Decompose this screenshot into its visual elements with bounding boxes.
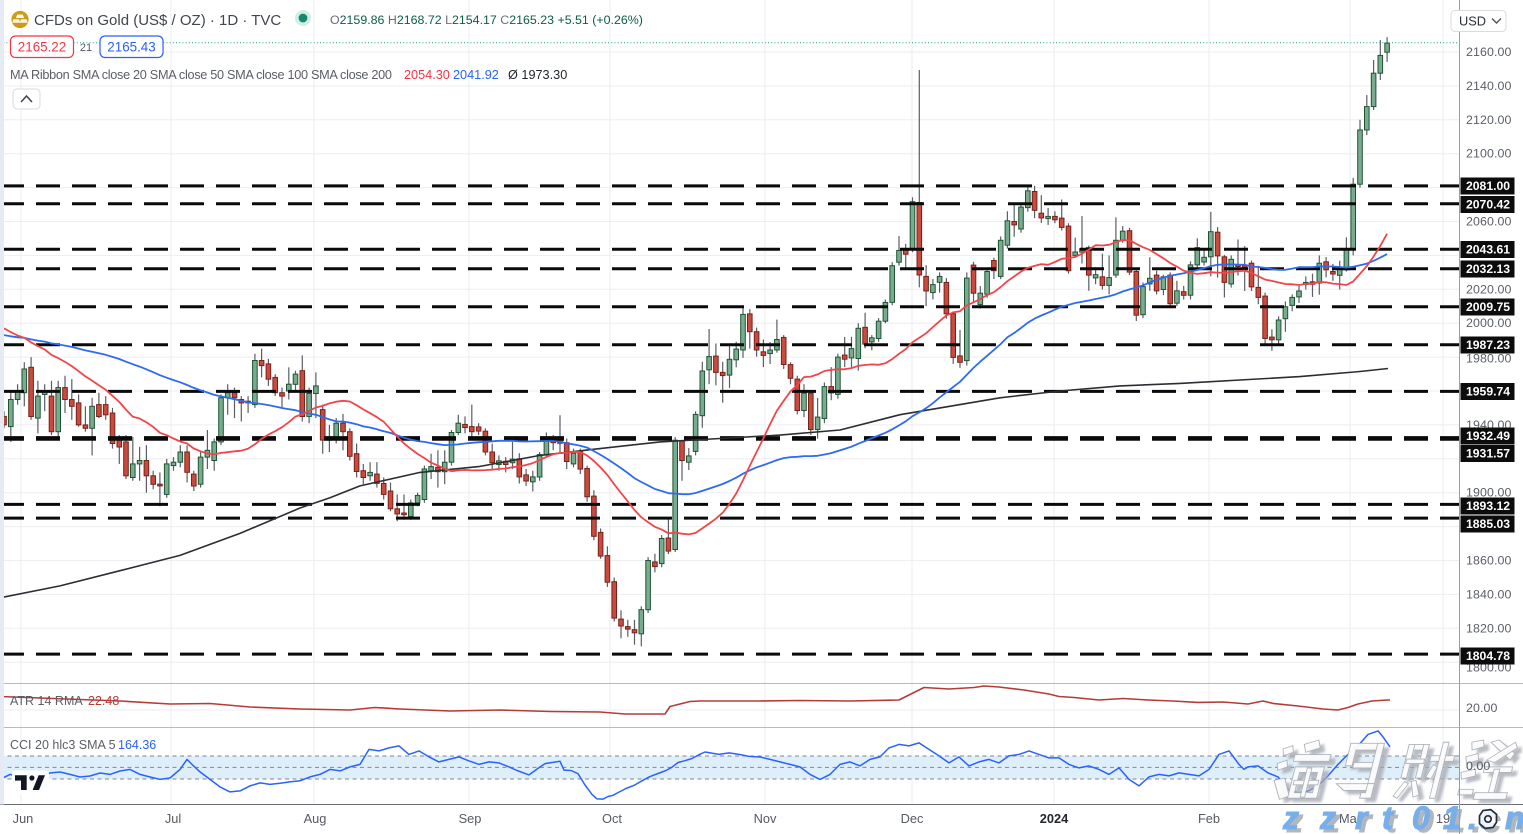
svg-text:Aug: Aug	[304, 811, 327, 826]
svg-text:2041.92: 2041.92	[453, 68, 499, 82]
svg-text:n: n	[1505, 800, 1523, 834]
svg-text:ATR 14 RMA: ATR 14 RMA	[10, 694, 83, 708]
svg-text:2020.00: 2020.00	[1466, 282, 1512, 296]
svg-text:1820.00: 1820.00	[1466, 621, 1512, 635]
svg-text:r: r	[1355, 800, 1369, 834]
svg-text:t: t	[1386, 803, 1398, 834]
svg-text:0.00: 0.00	[1466, 759, 1490, 773]
svg-text:20.00: 20.00	[1466, 701, 1498, 715]
svg-text:z: z	[1286, 803, 1303, 834]
svg-text:164.36: 164.36	[118, 738, 156, 752]
svg-text:n: n	[1509, 803, 1523, 834]
svg-text:1885.03: 1885.03	[1466, 517, 1510, 531]
svg-text:1900.00: 1900.00	[1466, 486, 1512, 500]
svg-text:1: 1	[1443, 800, 1461, 834]
svg-text:Jul: Jul	[165, 811, 181, 826]
svg-text:21: 21	[80, 42, 92, 54]
svg-text:Oct: Oct	[602, 811, 622, 826]
svg-text:0: 0	[1416, 803, 1434, 834]
svg-text:.: .	[1468, 800, 1477, 834]
svg-text:1959.74: 1959.74	[1466, 385, 1510, 399]
svg-text:Jun: Jun	[13, 811, 34, 826]
svg-text:1893.12: 1893.12	[1466, 499, 1510, 513]
svg-text:19: 19	[1436, 811, 1450, 826]
svg-text:Nov: Nov	[754, 811, 777, 826]
svg-text:Ø 1973.30: Ø 1973.30	[508, 68, 567, 82]
svg-text:2081.00: 2081.00	[1466, 179, 1510, 193]
svg-text:2140.00: 2140.00	[1466, 79, 1512, 93]
svg-text:Dec: Dec	[901, 811, 924, 826]
svg-text:2024: 2024	[1040, 811, 1069, 826]
svg-text:2060.00: 2060.00	[1466, 215, 1512, 229]
svg-text:Feb: Feb	[1198, 811, 1220, 826]
svg-text:MA Ribbon SMA close 20 SMA clo: MA Ribbon SMA close 20 SMA close 50 SMA …	[10, 68, 392, 82]
svg-text:z: z	[1319, 800, 1336, 834]
svg-text:CCI 20 hlc3 SMA 5: CCI 20 hlc3 SMA 5	[10, 738, 116, 752]
svg-text:2032.13: 2032.13	[1466, 262, 1510, 276]
svg-text:Sep: Sep	[459, 811, 482, 826]
svg-text:2165.43: 2165.43	[107, 40, 155, 55]
svg-text:2165.22: 2165.22	[18, 40, 66, 55]
svg-text:1840.00: 1840.00	[1466, 587, 1512, 601]
svg-text:r: r	[1359, 803, 1373, 834]
svg-text:t: t	[1382, 800, 1394, 834]
svg-text:1980.00: 1980.00	[1466, 352, 1512, 366]
svg-text:CFDs on Gold (US$ / OZ) · 1D ·: CFDs on Gold (US$ / OZ) · 1D · TVC	[34, 12, 281, 29]
svg-text:.: .	[1472, 803, 1481, 834]
svg-text:2000.00: 2000.00	[1466, 316, 1512, 330]
svg-text:O2159.86 H2168.72 L2154.17 C21: O2159.86 H2168.72 L2154.17 C2165.23 +5.5…	[330, 13, 643, 27]
svg-text:2160.00: 2160.00	[1466, 45, 1512, 59]
svg-text:1932.49: 1932.49	[1466, 429, 1510, 443]
svg-text:1: 1	[1447, 803, 1465, 834]
svg-text:USD: USD	[1459, 14, 1486, 29]
svg-text:0: 0	[1412, 800, 1430, 834]
svg-text:Mar: Mar	[1339, 811, 1362, 826]
svg-text:2120.00: 2120.00	[1466, 113, 1512, 127]
svg-text:z: z	[1282, 800, 1299, 834]
svg-text:z: z	[1323, 803, 1340, 834]
svg-text:1860.00: 1860.00	[1466, 554, 1512, 568]
svg-text:22.48: 22.48	[88, 694, 119, 708]
svg-text:2009.75: 2009.75	[1466, 300, 1510, 314]
svg-text:2054.30: 2054.30	[404, 68, 450, 82]
svg-text:1987.23: 1987.23	[1466, 338, 1510, 352]
svg-text:1931.57: 1931.57	[1466, 447, 1510, 461]
svg-text:2070.42: 2070.42	[1466, 198, 1510, 212]
svg-text:2100.00: 2100.00	[1466, 147, 1512, 161]
svg-text:2043.61: 2043.61	[1466, 243, 1510, 257]
svg-text:1804.78: 1804.78	[1466, 649, 1510, 663]
